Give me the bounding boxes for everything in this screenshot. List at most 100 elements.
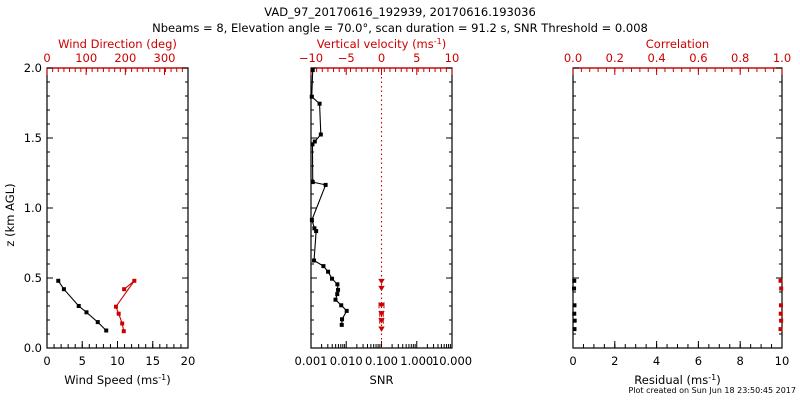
- data-marker: [378, 278, 385, 285]
- data-marker: [378, 326, 385, 332]
- data-marker: [336, 287, 341, 292]
- top-x-tick-label: −5: [338, 51, 355, 65]
- data-marker: [779, 318, 784, 323]
- data-marker: [344, 308, 349, 313]
- y-tick-label: 0.5: [24, 271, 42, 285]
- figure-subtitle: Nbeams = 8, Elevation angle = 70.0°, sca…: [152, 21, 648, 35]
- panel-3: 0 2 4 6 8 10 Residual (ms-1) 0.0 0.2 0.4 0.6 0.8 1.0…: [564, 37, 791, 387]
- x-tick-label: 4: [653, 354, 660, 368]
- series-wind-direction: [113, 278, 137, 334]
- data-marker: [310, 180, 315, 185]
- data-marker: [335, 292, 340, 297]
- y-tick-label: 1.0: [24, 201, 42, 215]
- svg-text:SNR: SNR: [370, 373, 394, 387]
- data-marker: [61, 287, 66, 292]
- top-x-tick-label: 100: [75, 51, 97, 65]
- data-marker: [122, 287, 127, 292]
- svg-text:Vertical velocity (ms-1): Vertical velocity (ms-1): [317, 37, 446, 51]
- data-marker: [779, 286, 784, 291]
- data-marker: [572, 318, 577, 323]
- top-x-tick-label: 0.4: [647, 51, 665, 65]
- x-axis-label: Residual (ms-1): [634, 373, 720, 387]
- top-x-tick-label: −10: [299, 51, 323, 65]
- data-marker: [317, 101, 322, 106]
- data-marker: [312, 258, 317, 263]
- svg-text:Correlation: Correlation: [646, 37, 709, 51]
- data-marker: [309, 217, 314, 222]
- svg-text:Wind Direction (deg): Wind Direction (deg): [58, 37, 177, 51]
- top-x-tick-label: 0: [378, 51, 385, 65]
- x-tick-label: 20: [181, 354, 196, 368]
- x-tick-label: 0.100: [365, 354, 398, 368]
- x-tick-label: 0.001: [295, 354, 328, 368]
- data-marker: [572, 311, 577, 316]
- data-marker: [310, 68, 315, 73]
- data-marker: [339, 322, 344, 327]
- series-residual: [572, 278, 577, 332]
- figure-title: VAD_97_20170616_192939, 20170616.193036: [264, 5, 536, 19]
- data-marker: [310, 142, 315, 147]
- data-marker: [378, 318, 385, 324]
- data-marker: [95, 320, 100, 325]
- x-tick-label: 5: [79, 354, 86, 368]
- svg-text:Wind Speed (ms-1): Wind Speed (ms-1): [64, 373, 170, 387]
- x-tick-label: 0.010: [330, 354, 363, 368]
- x-tick-label: 1.000: [400, 354, 433, 368]
- top-x-axis-label: Correlation: [646, 37, 709, 51]
- top-x-tick-label: 0.8: [731, 51, 749, 65]
- data-marker: [378, 311, 385, 317]
- x-tick-label: 0: [43, 354, 50, 368]
- data-marker: [120, 321, 125, 326]
- data-marker: [572, 303, 577, 308]
- top-x-tick-label: 0.6: [689, 51, 707, 65]
- top-x-tick-label: 1.0: [773, 51, 791, 65]
- data-marker: [309, 94, 314, 99]
- x-tick-label: 10: [775, 354, 790, 368]
- data-marker: [778, 311, 783, 316]
- x-tick-label: 2: [611, 354, 618, 368]
- top-x-tick-label: 200: [114, 51, 136, 65]
- series-snr: [309, 68, 349, 327]
- data-marker: [116, 311, 121, 316]
- data-marker: [314, 229, 319, 234]
- series-wind-speed: [56, 278, 109, 333]
- top-x-tick-label: 300: [154, 51, 176, 65]
- top-x-tick-label: 5: [413, 51, 420, 65]
- y-tick-label: 1.5: [24, 131, 42, 145]
- data-marker: [572, 286, 577, 291]
- data-marker: [778, 327, 783, 332]
- y-tick-label: 2.0: [24, 61, 42, 75]
- top-x-axis-label: Wind Direction (deg): [58, 37, 177, 51]
- data-marker: [326, 269, 331, 274]
- data-marker: [572, 278, 577, 283]
- top-x-tick-label: 0.2: [606, 51, 624, 65]
- data-marker: [312, 139, 317, 144]
- data-marker: [333, 297, 338, 302]
- data-marker: [778, 278, 783, 283]
- series-vertical-velocity: [378, 278, 385, 332]
- data-marker: [778, 303, 783, 308]
- x-tick-label: 10: [110, 354, 125, 368]
- data-marker: [121, 329, 126, 334]
- data-marker: [312, 226, 317, 231]
- data-marker: [340, 317, 345, 322]
- data-marker: [335, 282, 340, 287]
- series-correlation: [778, 278, 784, 332]
- figure-footer: Plot created on Sun Jun 18 23:50:45 2017: [628, 386, 796, 395]
- x-tick-label: 8: [737, 354, 744, 368]
- x-tick-label: 0: [569, 354, 576, 368]
- top-x-axis-label: Vertical velocity (ms-1): [317, 37, 446, 51]
- data-marker: [56, 278, 61, 283]
- x-tick-label: 10.000: [432, 354, 472, 368]
- y-axis-label: z (km AGL): [3, 183, 17, 246]
- data-marker: [572, 327, 577, 332]
- data-marker: [104, 328, 109, 333]
- data-marker: [330, 276, 335, 281]
- data-marker: [113, 304, 118, 309]
